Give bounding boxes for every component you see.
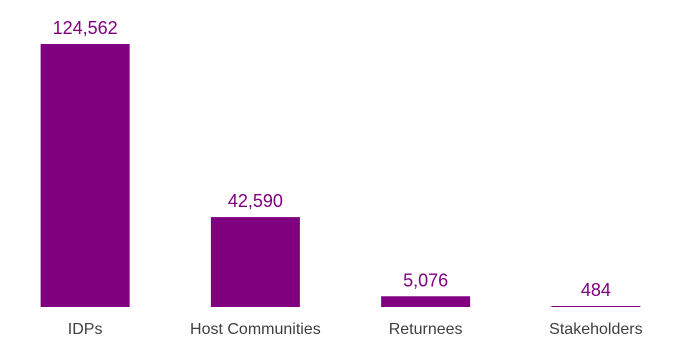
bar-returnees <box>381 296 471 307</box>
bars-group <box>40 44 641 307</box>
value-label-idps: 124,562 <box>53 18 118 38</box>
category-label-host-communities: Host Communities <box>190 321 321 338</box>
category-labels-group: IDPs Host Communities Returnees Stakeholder… <box>68 321 643 338</box>
bar-host-communities <box>210 217 300 307</box>
value-label-stakeholders: 484 <box>581 280 611 300</box>
value-label-returnees: 5,076 <box>403 270 448 290</box>
category-label-returnees: Returnees <box>389 321 463 338</box>
value-label-host-communities: 42,590 <box>228 191 283 211</box>
category-label-idps: IDPs <box>68 321 103 338</box>
value-labels-group: 124,562 42,590 5,076 484 <box>53 18 611 300</box>
bar-idps <box>40 44 130 307</box>
bar-stakeholders <box>551 305 641 307</box>
category-label-stakeholders: Stakeholders <box>549 321 642 338</box>
